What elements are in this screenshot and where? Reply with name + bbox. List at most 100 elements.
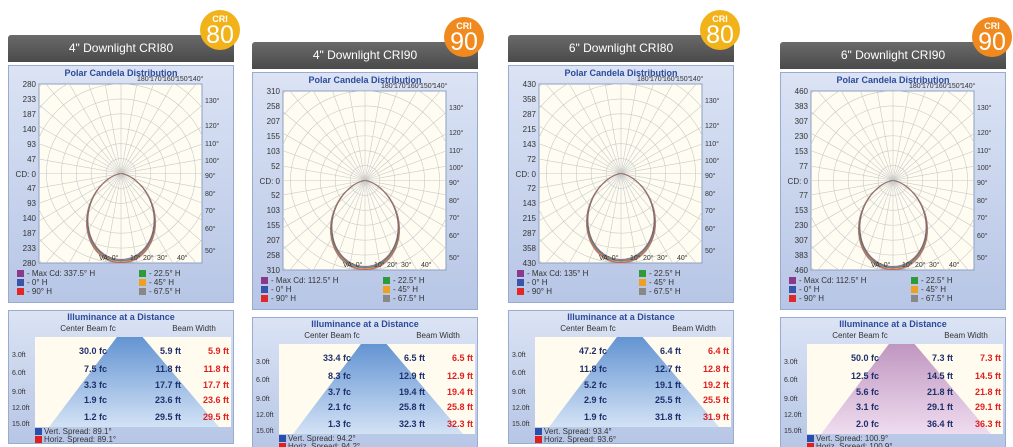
legend-label: - 45° H bbox=[149, 278, 174, 287]
angle-label: 140° bbox=[961, 83, 976, 90]
badge-value: 80 bbox=[706, 21, 734, 49]
cd-label: CD: 0 bbox=[15, 169, 36, 179]
center-beam: 1.2 fc bbox=[83, 412, 107, 422]
center-beam: 2.0 fc bbox=[855, 419, 879, 429]
spread-swatch bbox=[807, 443, 814, 447]
cd-label: 143 bbox=[522, 139, 536, 149]
cd-label: 103 bbox=[266, 146, 280, 156]
illuminance-box: Illuminance at a Distance Center Beam fc B… bbox=[8, 310, 234, 444]
legend-label: - 90° H bbox=[271, 294, 296, 303]
center-beam: 8.3 fc bbox=[327, 371, 351, 381]
angle-label: 80° bbox=[977, 198, 988, 205]
cd-label: 230 bbox=[794, 131, 808, 141]
cd-label: 72 bbox=[527, 184, 536, 194]
angle-label: 160° bbox=[663, 76, 678, 83]
spread-label: Vert. Spread: 93.4° bbox=[544, 427, 612, 436]
distance-label: 6.0ft bbox=[12, 370, 26, 377]
beam-width-horiz: 36.3 ft bbox=[974, 419, 1001, 429]
angle-label: 90° bbox=[205, 173, 216, 180]
distance-label: 9.0ft bbox=[784, 396, 798, 403]
panel-title: 4" Downlight CRI80 bbox=[8, 35, 234, 62]
cd-label: CD: 0 bbox=[259, 176, 280, 186]
legend-label: - 67.5° H bbox=[921, 294, 953, 303]
angle-label: 60° bbox=[449, 233, 460, 240]
distance-label: 3.0ft bbox=[12, 352, 26, 359]
legend-label: - 22.5° H bbox=[393, 276, 425, 285]
illuminance-box: Illuminance at a Distance Center Beam fc B… bbox=[780, 317, 1006, 447]
legend-label: - 67.5° H bbox=[393, 294, 425, 303]
legend-swatch bbox=[383, 286, 390, 293]
cd-label: CD: 0 bbox=[787, 176, 808, 186]
legend-label: - 90° H bbox=[527, 287, 552, 296]
distance-label: 3.0ft bbox=[512, 352, 526, 359]
spread-swatch bbox=[279, 443, 286, 447]
legend-swatch bbox=[789, 295, 796, 302]
badge-label: CRI bbox=[456, 21, 472, 31]
legend-label: - 90° H bbox=[799, 294, 824, 303]
center-beam: 1.9 fc bbox=[583, 412, 607, 422]
cone bbox=[49, 337, 219, 427]
angle-label: 100° bbox=[449, 165, 464, 172]
polar-plot bbox=[538, 83, 703, 264]
beam-cone bbox=[549, 337, 719, 427]
beam-width-horiz: 29.1 ft bbox=[974, 402, 1001, 412]
cd-label: 460 bbox=[794, 266, 808, 275]
beam-width-horiz: 17.7 ft bbox=[202, 380, 229, 390]
cd-label: 52 bbox=[271, 191, 280, 201]
column-header: Center Beam fc bbox=[832, 331, 888, 340]
angle-label: 20° bbox=[387, 262, 398, 269]
cri-badge: CRI 80 bbox=[200, 10, 240, 50]
cri-badge: CRI 90 bbox=[444, 17, 484, 57]
product-panel: 4" Downlight CRI80 CRI 80 Polar Candela Dis… bbox=[8, 10, 240, 444]
center-beam: 3.7 fc bbox=[327, 387, 351, 397]
legend-swatch bbox=[639, 279, 646, 286]
angle-label: 30° bbox=[157, 255, 168, 262]
cd-label: 307 bbox=[794, 236, 808, 246]
panel-title: 6" Downlight CRI80 bbox=[508, 35, 734, 62]
angle-label: 150° bbox=[676, 76, 691, 83]
beam-cone bbox=[821, 344, 991, 434]
beam-width-horiz: 25.8 ft bbox=[446, 402, 473, 412]
beam-width-horiz: 19.2 ft bbox=[702, 380, 729, 390]
center-beam: 12.5 fc bbox=[850, 371, 879, 381]
legend-swatch bbox=[639, 270, 646, 277]
illuminance-table bbox=[279, 344, 475, 434]
polar-box: Polar Candela Distribution 460 383 307 230 15… bbox=[780, 72, 1006, 310]
polar-plot bbox=[282, 90, 447, 271]
illuminance-title: Illuminance at a Distance bbox=[311, 319, 419, 329]
angle-label: 20° bbox=[915, 262, 926, 269]
cd-label: 307 bbox=[794, 116, 808, 126]
angle-label: 180° bbox=[137, 76, 152, 83]
badge-value: 90 bbox=[450, 28, 478, 56]
angle-label: 90° bbox=[977, 180, 988, 187]
legend-label: - Max Cd: 112.5° H bbox=[271, 276, 339, 285]
cd-label: 383 bbox=[794, 101, 808, 111]
angle-label: 10° bbox=[630, 255, 641, 262]
column-header: Center Beam fc bbox=[560, 324, 616, 333]
angle-label: 150° bbox=[176, 76, 191, 83]
distance-label: 3.0ft bbox=[784, 359, 798, 366]
angle-label: VA: 0° bbox=[343, 262, 363, 269]
beam-width-horiz: 11.8 ft bbox=[203, 364, 229, 374]
spread-swatch bbox=[807, 435, 814, 442]
product-panel: 6" Downlight CRI80 CRI 80 Polar Candela Dis… bbox=[508, 10, 740, 444]
spread-label: Vert. Spread: 94.2° bbox=[288, 434, 356, 443]
angle-label: 150° bbox=[420, 83, 435, 90]
badge-label: CRI bbox=[984, 21, 1000, 31]
angle-label: 10° bbox=[374, 262, 385, 269]
beam-width-vert: 11.8 ft bbox=[155, 364, 181, 374]
distance-label: 12.0ft bbox=[256, 412, 274, 419]
distance-label: 12.0ft bbox=[784, 412, 802, 419]
center-beam: 3.3 fc bbox=[83, 380, 107, 390]
illuminance-table bbox=[535, 337, 731, 427]
legend-swatch bbox=[139, 270, 146, 277]
legend-swatch bbox=[789, 286, 796, 293]
cd-label: 233 bbox=[22, 244, 36, 254]
angle-label: VA: 0° bbox=[99, 255, 119, 262]
illuminance-title: Illuminance at a Distance bbox=[67, 312, 175, 322]
column-header: Beam Width bbox=[416, 331, 460, 340]
cone bbox=[293, 344, 463, 434]
spread-label: Horiz. Spread: 94.2° bbox=[288, 442, 361, 447]
cd-label: 77 bbox=[799, 161, 808, 171]
angle-label: 170° bbox=[922, 83, 937, 90]
